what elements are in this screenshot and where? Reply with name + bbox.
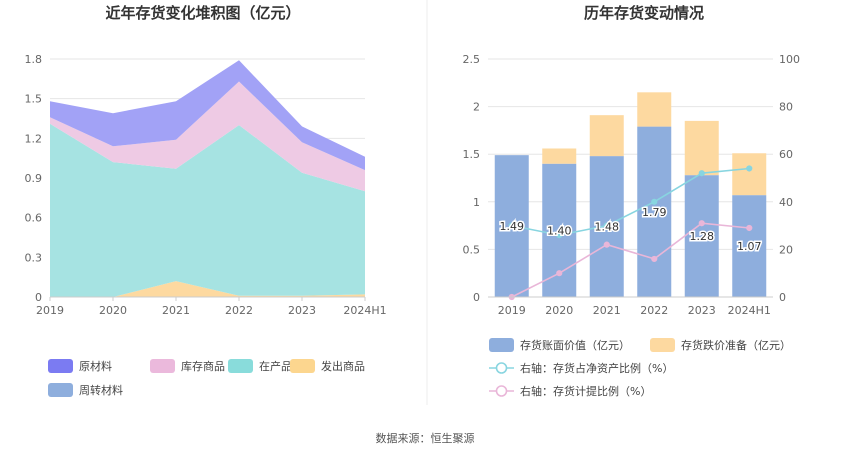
bar-value-label: 1.49 (500, 220, 525, 233)
stacked-area-y-tick: 0.9 (25, 172, 43, 185)
inventory-y-right-tick: 40 (779, 196, 793, 209)
legend-label: 右轴：存货计提比例（%） (520, 384, 651, 398)
bar-impairment-provision (732, 153, 767, 196)
point-provision-ratio (556, 270, 563, 277)
stacked-area-x-tick: 2024H1 (343, 304, 386, 317)
stacked-area-x-tick: 2023 (288, 304, 316, 317)
point-inventory-to-net-assets (603, 222, 610, 229)
bar-book-value (637, 126, 672, 297)
area--series (50, 60, 365, 171)
stacked-area-x-tick: 2021 (162, 304, 190, 317)
legend-label: 右轴：存货占净资产比例（%） (520, 361, 673, 375)
point-inventory-to-net-assets (651, 198, 658, 205)
legend-swatch (290, 359, 315, 373)
legend-point-marker (495, 385, 508, 397)
legend-label: 存货跌价准备（亿元） (681, 338, 791, 352)
inventory-x-tick: 2022 (640, 304, 668, 317)
point-provision-ratio (651, 255, 658, 263)
point-inventory-to-net-assets (698, 170, 705, 177)
legend-label: 在产品 (259, 359, 292, 373)
stacked-area-x-tick: 2019 (36, 304, 64, 317)
inventory-y-left-tick: 1.5 (463, 148, 481, 161)
stacked-area-y-tick: 1.2 (25, 132, 43, 145)
bar-value-label: 1.48 (595, 221, 620, 234)
stacked-area-x-tick: 2020 (99, 304, 127, 317)
legend-swatch (228, 359, 253, 373)
stacked-area-y-tick: 0.6 (25, 212, 43, 225)
inventory-x-tick: 2021 (593, 304, 621, 317)
legend-label: 库存商品 (181, 359, 225, 373)
bar-book-value (732, 195, 767, 297)
area--series (50, 81, 365, 192)
stacked-area-x-tick: 2022 (225, 304, 253, 317)
inventory-y-right-tick: 80 (779, 101, 793, 114)
inventory-change-legend: 存货账面价值（亿元） 存货跌价准备（亿元） 右轴：存货占净资产比例（%） 右轴：存货计… (489, 338, 791, 398)
legend-point-marker (495, 362, 508, 374)
inventory-y-right-tick: 100 (779, 53, 800, 66)
legend-swatch (48, 383, 73, 397)
area--series (50, 281, 365, 297)
legend-label: 发出商品 (321, 359, 365, 373)
point-provision-ratio (698, 220, 705, 227)
legend-swatch (48, 359, 73, 373)
inventory-x-tick: 2023 (688, 304, 716, 317)
inventory-change-panel: 历年存货变动情况 1.49 1.40 1.48 1.79 1.28 1.07 0 0.5 1 1… (463, 4, 801, 398)
inventory-y-right-tick: 20 (779, 243, 793, 256)
inventory-x-tick: 2020 (545, 304, 573, 317)
bar-impairment-provision (589, 115, 624, 157)
inventory-change-title: 历年存货变动情况 (584, 4, 704, 22)
stacked-area-title: 近年存货变化堆积图（亿元） (105, 4, 300, 22)
inventory-y-left-tick: 1 (473, 196, 480, 209)
inventory-change-bars (494, 92, 767, 297)
bar-impairment-provision (684, 120, 719, 176)
stacked-area-axes: 0 0.3 0.6 0.9 1.2 1.5 1.8 2019 2020 2021 2022 2023 2… (25, 53, 387, 317)
bar-impairment-provision (637, 92, 672, 127)
inventory-y-left-tick: 0 (473, 291, 480, 304)
inventory-x-tick: 2024H1 (728, 304, 771, 317)
bar-value-label: 1.40 (547, 224, 572, 237)
inventory-x-tick: 2019 (498, 304, 526, 317)
bar-value-label: 1.07 (737, 240, 762, 253)
legend-label: 周转材料 (79, 383, 123, 397)
legend-swatch (489, 338, 514, 352)
inventory-change-axes: 0 0.5 1 1.5 2 2.5 0 20 40 60 80 100 2019 2020 2021 2022… (463, 53, 801, 317)
inventory-y-left-tick: 0.5 (463, 243, 481, 256)
bar-impairment-provision (542, 148, 577, 164)
bar-value-label: 1.79 (642, 206, 667, 219)
point-provision-ratio (746, 224, 753, 232)
line-inventory-to-net-assets (511, 167, 750, 236)
stacked-area-y-tick: 0 (35, 291, 42, 304)
point-inventory-to-net-assets (746, 165, 753, 172)
stacked-area-panel: 近年存货变化堆积图（亿元） 0 0.3 0.6 0.9 1.2 1.5 1.8 2019 202… (25, 4, 387, 397)
stacked-area-y-tick: 0.3 (25, 251, 43, 264)
line-provision-ratio (511, 222, 750, 298)
inventory-y-left-tick: 2.5 (463, 53, 481, 66)
point-inventory-to-net-assets (556, 232, 563, 239)
area--series (50, 123, 365, 297)
bar-value-label: 1.28 (690, 230, 715, 243)
inventory-change-lines (508, 165, 753, 301)
point-inventory-to-net-assets (508, 222, 515, 229)
legend-swatch (150, 359, 175, 373)
inventory-change-grid (488, 58, 773, 298)
legend-swatch (650, 338, 675, 352)
inventory-y-left-tick: 2 (473, 101, 480, 114)
stacked-area-series (50, 60, 365, 297)
inventory-y-right-tick: 0 (779, 291, 786, 304)
data-source-note: 数据来源：恒生聚源 (376, 431, 475, 445)
inventory-y-right-tick: 60 (779, 148, 793, 161)
legend-label: 存货账面价值（亿元） (520, 338, 630, 352)
inventory-change-data-labels: 1.49 1.40 1.48 1.79 1.28 1.07 (498, 204, 763, 254)
point-provision-ratio (603, 241, 610, 248)
bar-book-value (684, 175, 719, 297)
stacked-area-y-tick: 1.8 (25, 53, 43, 66)
stacked-area-y-tick: 1.5 (25, 93, 43, 106)
legend-label: 原材料 (79, 359, 112, 373)
